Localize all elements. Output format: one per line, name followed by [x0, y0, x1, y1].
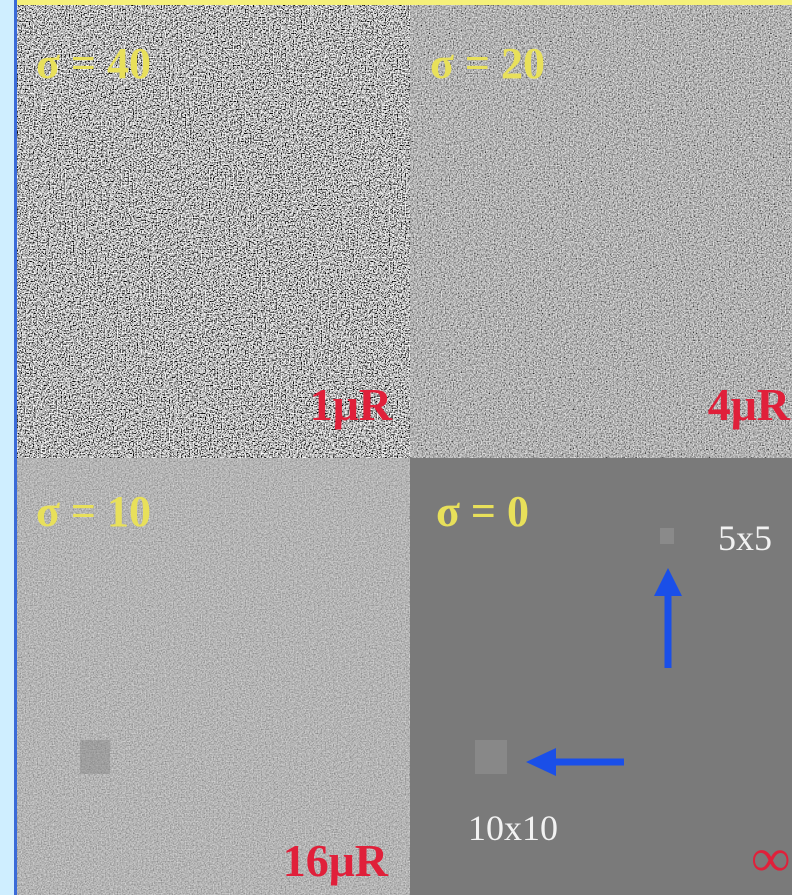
faint-target	[80, 740, 110, 774]
sigma-label: σ = 0	[436, 487, 529, 536]
target-size-label: 5x5	[718, 518, 772, 558]
top-border	[0, 0, 792, 5]
dose-label: 16μR	[283, 835, 389, 886]
sigma-label: σ = 40	[36, 39, 151, 88]
dose-label: ∞	[752, 828, 791, 888]
sigma-label: σ = 20	[430, 39, 545, 88]
small-target	[660, 528, 674, 544]
sigma-label: σ = 10	[36, 487, 151, 536]
figure: σ = 40 1μR σ = 20 4μR σ = 10 16μR σ = 0 …	[0, 0, 792, 895]
left-strip	[0, 0, 14, 895]
large-target	[475, 740, 507, 774]
dose-label: 1μR	[310, 379, 393, 430]
page: σ = 40 1μR σ = 20 4μR σ = 10 16μR σ = 0 …	[0, 0, 792, 895]
dose-label: 4μR	[708, 379, 791, 430]
target-size-label: 10x10	[468, 808, 558, 848]
left-border	[14, 0, 17, 895]
